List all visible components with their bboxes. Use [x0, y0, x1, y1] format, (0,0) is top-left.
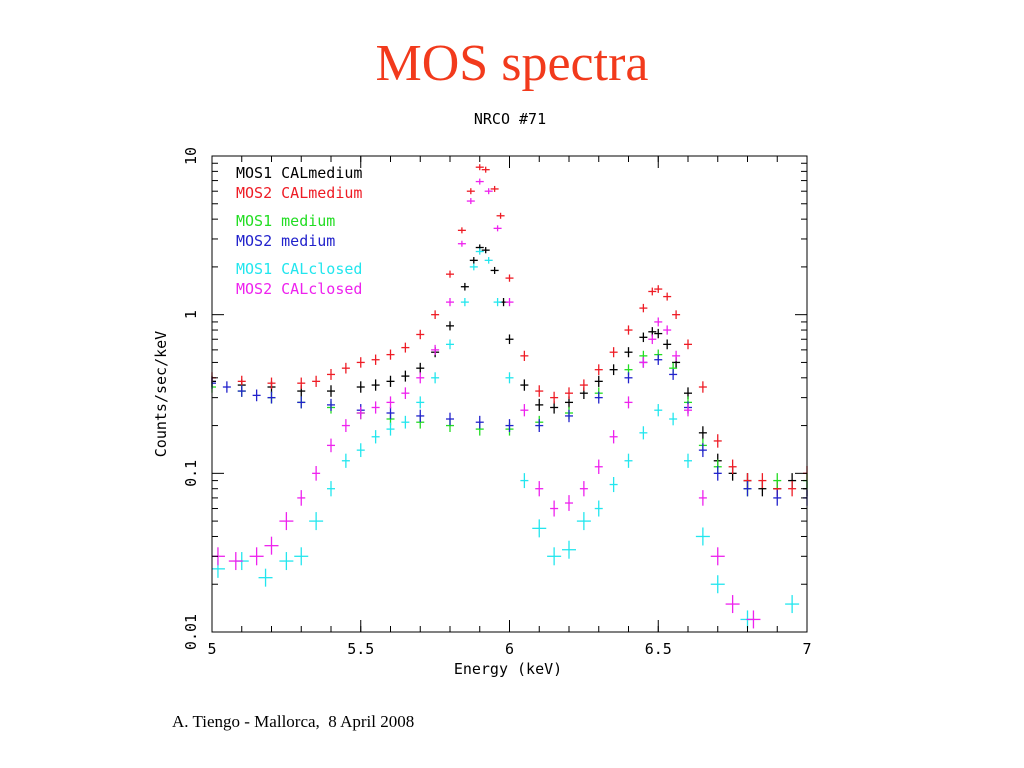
- spectrum-chart: NRCO #71 5 5.5 6 6.5 7 0.01 0.1 1 10 Energy (keV…: [152, 110, 812, 678]
- x-tick-label: 6.5: [645, 640, 672, 658]
- slide-title: MOS spectra: [375, 35, 649, 92]
- series-mos2-calclosed: [212, 178, 761, 629]
- chart-title: NRCO #71: [474, 110, 546, 128]
- x-tick-label: 5: [207, 640, 216, 658]
- legend-entry: MOS1 CALmedium: [236, 164, 362, 182]
- y-axis-label: Counts/sec/keV: [152, 331, 170, 457]
- legend-entry: MOS2 CALclosed: [236, 280, 362, 298]
- y-tick-label: 0.1: [182, 460, 200, 487]
- legend-entry: MOS1 medium: [236, 212, 335, 230]
- y-tick-label: 10: [182, 147, 200, 165]
- y-tick-label: 1: [182, 310, 200, 319]
- x-tick-label: 7: [802, 640, 811, 658]
- legend-entry: MOS2 CALmedium: [236, 184, 362, 202]
- legend-entry: MOS2 medium: [236, 232, 335, 250]
- legend: MOS1 CALmedium MOS2 CALmedium MOS1 medium M…: [236, 164, 362, 298]
- x-tick-label: 6: [505, 640, 514, 658]
- x-axis-label: Energy (keV): [454, 660, 562, 678]
- legend-entry: MOS1 CALclosed: [236, 260, 362, 278]
- series-mos1-calclosed: [212, 248, 800, 629]
- axis-ticks: 5 5.5 6 6.5 7 0.01 0.1 1 10: [182, 147, 812, 658]
- slide-footer: A. Tiengo - Mallorca, 8 April 2008: [172, 712, 415, 731]
- error-bar-layer: [211, 164, 808, 629]
- x-tick-label: 5.5: [347, 640, 374, 658]
- y-tick-label: 0.01: [182, 614, 200, 650]
